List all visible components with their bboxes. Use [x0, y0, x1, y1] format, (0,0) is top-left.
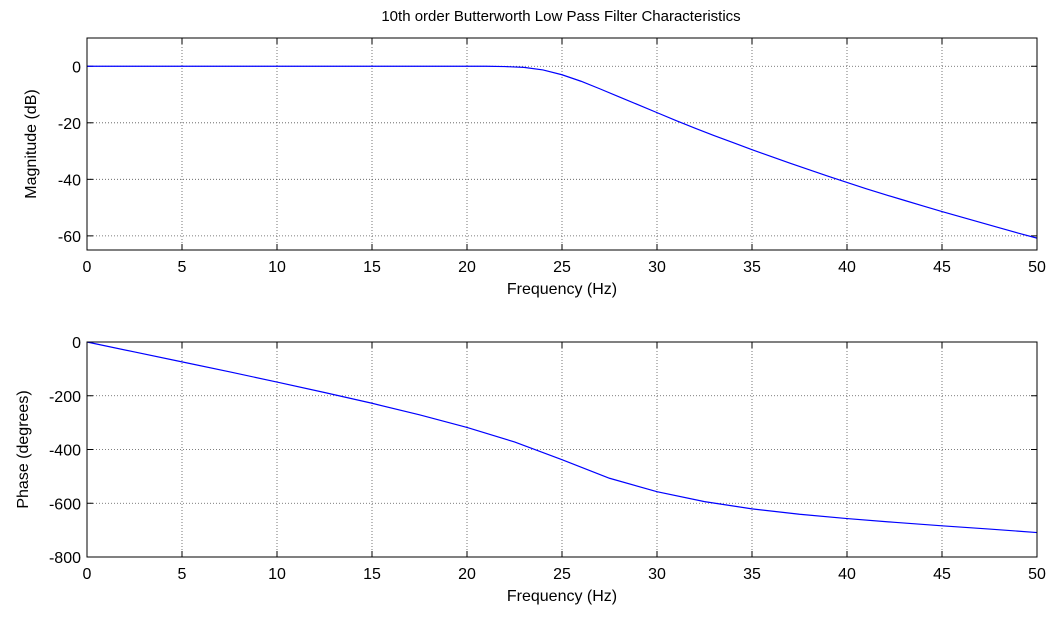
phase-ytick-label: -800	[49, 550, 81, 567]
phase-ytick-label: -400	[49, 443, 81, 460]
magnitude-xtick-label: 45	[933, 259, 951, 276]
magnitude-xtick-label: 25	[553, 259, 571, 276]
magnitude-xtick-label: 30	[648, 259, 666, 276]
phase-xtick-label: 30	[648, 566, 666, 583]
phase-xtick-label: 45	[933, 566, 951, 583]
magnitude-ytick-label: 0	[72, 59, 81, 76]
phase-series-line	[86, 341, 1038, 534]
magnitude-xtick-label: 20	[458, 259, 476, 276]
magnitude-xtick-label: 0	[83, 259, 92, 276]
magnitude-xtick-label: 40	[838, 259, 856, 276]
phase-axes: 0 5 10 15 20 25 30 35 40 45 50 0 -200 -400 -600 -800 Fre…	[15, 335, 1046, 605]
phase-ytick-label: 0	[72, 335, 81, 352]
magnitude-series-line	[87, 65, 1038, 239]
magnitude-axes-frame	[86, 37, 1038, 251]
phase-xtick-label: 40	[838, 566, 856, 583]
magnitude-xtick-label: 35	[743, 259, 761, 276]
phase-ylabel: Phase (degrees)	[15, 390, 32, 508]
phase-axes-frame	[86, 341, 1038, 558]
phase-xlabel: Frequency (Hz)	[507, 588, 617, 605]
phase-xtick-label: 35	[743, 566, 761, 583]
magnitude-xtick-label: 10	[268, 259, 286, 276]
phase-xtick-label: 0	[83, 566, 92, 583]
magnitude-xlabel: Frequency (Hz)	[507, 281, 617, 298]
magnitude-axes: 0 5 10 15 20 25 30 35 40 45 50 0 -20 -40 -60 Frequency …	[23, 37, 1046, 298]
chart-title: 10th order Butterworth Low Pass Filter C…	[381, 8, 740, 25]
magnitude-ylabel: Magnitude (dB)	[23, 89, 40, 198]
phase-xtick-label: 20	[458, 566, 476, 583]
phase-xtick-label: 5	[178, 566, 187, 583]
magnitude-ytick-label: -20	[58, 116, 81, 133]
magnitude-ytick-label: -60	[58, 229, 81, 246]
magnitude-xtick-label: 15	[363, 259, 381, 276]
phase-xtick-label: 25	[553, 566, 571, 583]
magnitude-xtick-label: 5	[178, 259, 187, 276]
magnitude-xtick-label: 50	[1028, 259, 1046, 276]
phase-ytick-label: -600	[49, 496, 81, 513]
phase-xtick-label: 50	[1028, 566, 1046, 583]
phase-xtick-label: 15	[363, 566, 381, 583]
phase-xtick-label: 10	[268, 566, 286, 583]
phase-ytick-label: -200	[49, 389, 81, 406]
magnitude-ytick-label: -40	[58, 172, 81, 189]
